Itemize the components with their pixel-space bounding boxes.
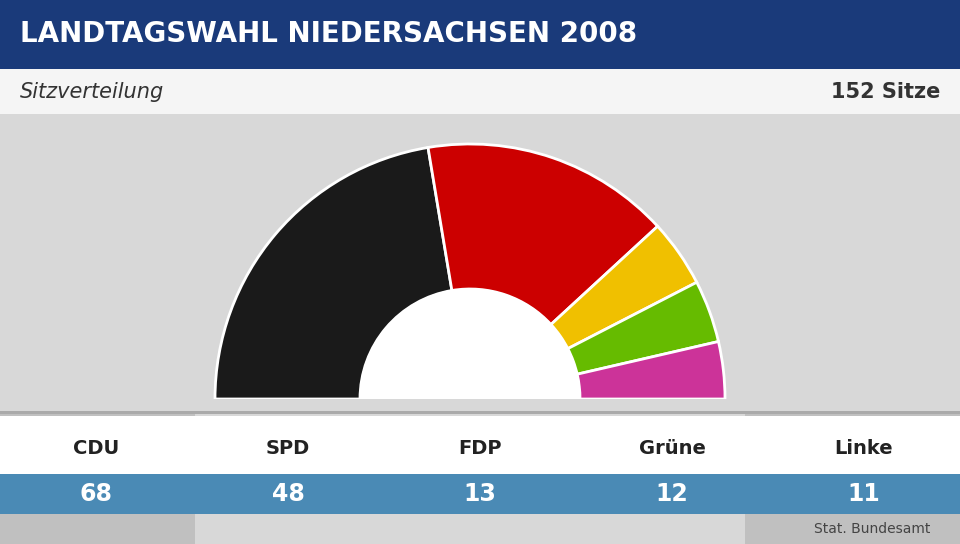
Bar (255, 114, 705, 329)
Bar (105, 114, 855, 379)
Text: 152 Sitze: 152 Sitze (830, 82, 940, 102)
Text: 11: 11 (848, 482, 880, 506)
Bar (225, 114, 735, 339)
Bar (0, 474, 960, 514)
Bar (730, 114, 960, 414)
Bar (0, 114, 960, 404)
Text: 13: 13 (464, 482, 496, 506)
Bar (0, 411, 960, 414)
Bar (15, 114, 945, 409)
Text: Sitzverteilung: Sitzverteilung (20, 82, 164, 102)
Bar (90, 114, 870, 384)
Bar (120, 114, 840, 374)
Bar (194, 417, 382, 427)
Text: FDP: FDP (458, 440, 502, 459)
Wedge shape (215, 147, 452, 399)
Circle shape (360, 289, 580, 509)
Wedge shape (577, 342, 725, 399)
Bar (0, 0, 960, 69)
Bar (0, 114, 960, 414)
Text: 12: 12 (656, 482, 688, 506)
Text: Stat. Bundesamt: Stat. Bundesamt (814, 522, 930, 536)
Bar (60, 114, 900, 394)
Bar (210, 114, 750, 344)
Bar (0, 69, 960, 114)
Bar (240, 114, 720, 334)
Bar (165, 114, 795, 359)
Bar (180, 114, 780, 354)
Bar (770, 417, 958, 427)
Bar (0, 114, 210, 414)
Wedge shape (567, 282, 718, 374)
Bar (270, 114, 690, 324)
Bar (30, 114, 930, 404)
Bar (150, 114, 810, 364)
Bar (195, 114, 765, 349)
Bar (195, 399, 745, 544)
Text: Grüne: Grüne (638, 440, 706, 459)
Text: LANDTAGSWAHL NIEDERSACHSEN 2008: LANDTAGSWAHL NIEDERSACHSEN 2008 (20, 21, 637, 48)
Text: Linke: Linke (834, 440, 894, 459)
Text: SPD: SPD (266, 440, 310, 459)
Wedge shape (551, 226, 697, 349)
Bar (386, 417, 574, 427)
Bar (285, 114, 675, 319)
Bar (135, 114, 825, 369)
Bar (45, 114, 915, 399)
Text: CDU: CDU (73, 440, 119, 459)
Bar (0, 416, 960, 474)
Text: 48: 48 (272, 482, 304, 506)
Text: 68: 68 (80, 482, 112, 506)
Bar (60, 114, 900, 404)
Wedge shape (428, 144, 658, 325)
Bar (0, 114, 960, 414)
Bar (75, 114, 885, 389)
Bar (2, 417, 190, 427)
Bar (578, 417, 766, 427)
